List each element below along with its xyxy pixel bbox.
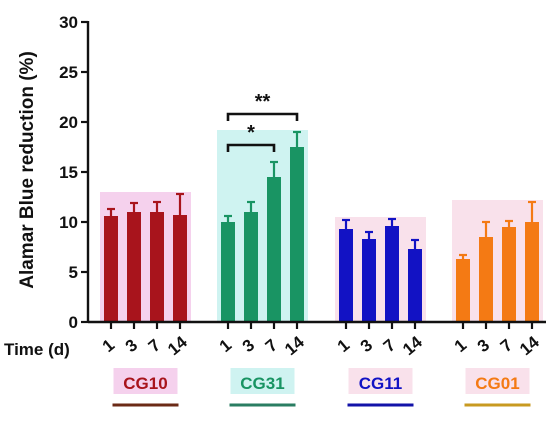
x-tick-label: 7 <box>380 335 399 356</box>
bar-cg31-1 <box>221 222 235 322</box>
bar-cg10-14 <box>173 215 187 322</box>
y-tick-label: 0 <box>69 313 78 332</box>
x-tick-label: 14 <box>516 332 543 359</box>
significance-label: ** <box>255 91 271 113</box>
y-axis-label: Alamar Blue reduction (%) <box>17 51 38 289</box>
x-tick-label: 3 <box>239 335 258 356</box>
bar-cg11-1 <box>339 229 353 322</box>
x-tick-label: 1 <box>99 335 118 356</box>
y-tick-label: 10 <box>59 213 78 232</box>
bar-cg10-1 <box>104 216 118 322</box>
x-ticks: 1 3 7 14 1 3 7 14 1 3 7 14 1 3 7 14 <box>99 322 543 359</box>
y-tick-label: 30 <box>59 13 78 32</box>
bar-cg01-14 <box>525 222 539 322</box>
x-tick-label: 14 <box>399 332 426 359</box>
group-label-highlight <box>113 368 178 394</box>
group-label-cg10: CG10 <box>123 374 167 393</box>
group-label-cg01: CG01 <box>475 374 519 393</box>
bar-cg01-7 <box>502 227 516 322</box>
bar-cg11-14 <box>408 249 422 322</box>
group-label-cg11: CG11 <box>359 374 402 393</box>
bar-cg31-3 <box>244 212 258 322</box>
bar-cg10-3 <box>127 212 141 322</box>
bar-cg11-3 <box>362 239 376 322</box>
x-tick-label: 3 <box>357 335 376 356</box>
chart-area <box>100 130 543 322</box>
bar-cg31-7 <box>267 177 281 322</box>
y-tick-label: 20 <box>59 113 78 132</box>
x-tick-label: 14 <box>281 332 308 359</box>
x-tick-label: 7 <box>145 335 164 356</box>
x-tick-label: 14 <box>164 332 191 359</box>
y-tick-label: 25 <box>59 63 78 82</box>
bar-cg10-7 <box>150 212 164 322</box>
y-tick-label: 15 <box>59 163 78 182</box>
significance-bracket <box>226 143 276 152</box>
significance-layer: *** <box>226 91 299 152</box>
significance-bracket <box>226 112 299 121</box>
x-tick-label: 3 <box>474 335 493 356</box>
x-axis-label: Time (d) <box>4 340 70 359</box>
group-label-cg31: CG31 <box>240 374 284 393</box>
y-tick-label: 5 <box>69 263 78 282</box>
bar-cg31-14 <box>290 147 304 322</box>
x-tick-label: 1 <box>216 335 235 356</box>
bar-cg01-1 <box>456 259 470 322</box>
y-ticks: 0 5 10 15 20 25 30 <box>59 13 88 332</box>
bar-cg01-3 <box>479 237 493 322</box>
x-tick-label: 7 <box>262 335 281 356</box>
group-label-highlight <box>348 368 413 394</box>
group-label-highlight <box>465 368 530 394</box>
group-label-highlight <box>230 368 295 394</box>
significance-label: * <box>247 122 255 144</box>
bar-cg11-7 <box>385 226 399 322</box>
group-labels: CG10 CG31 CG11 CG01 <box>112 368 531 407</box>
x-tick-label: 3 <box>122 335 141 356</box>
x-tick-label: 1 <box>334 335 353 356</box>
x-tick-label: 7 <box>497 335 516 356</box>
x-tick-label: 1 <box>451 335 470 356</box>
bars-layer <box>104 130 539 322</box>
